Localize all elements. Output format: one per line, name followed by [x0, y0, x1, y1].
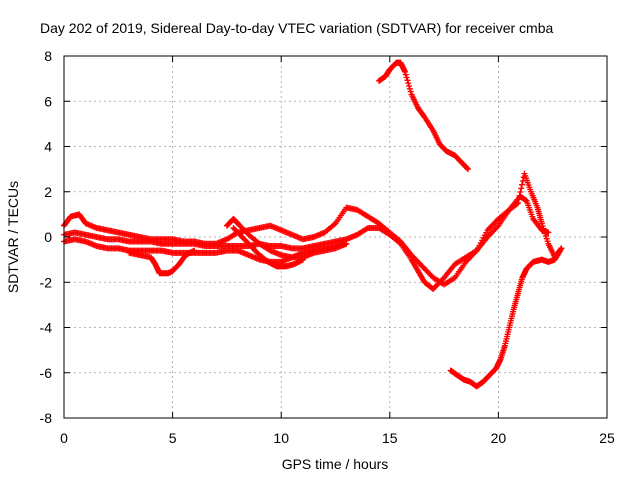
chart-title: Day 202 of 2019, Sidereal Day-to-day VTE…	[40, 20, 553, 36]
data-point	[404, 77, 411, 84]
y-tick-label: -8	[40, 410, 53, 426]
data-point	[191, 247, 198, 254]
data-point	[402, 71, 409, 78]
series-track-e	[126, 247, 198, 277]
axis-ticks: 0 5 10 15 20 25 -8 -6 -4 -2 0 2 4 6 8	[40, 48, 615, 446]
data-point	[519, 181, 526, 188]
x-tick-label: 5	[169, 430, 177, 446]
x-tick-label: 20	[491, 430, 507, 446]
y-tick-label: 8	[44, 48, 52, 64]
series-track-b	[61, 170, 565, 288]
data-point	[545, 229, 552, 236]
x-axis-label: GPS time / hours	[282, 456, 389, 472]
y-axis-label: SDTVAR / TECUs	[5, 181, 21, 293]
x-tick-label: 25	[599, 430, 615, 446]
x-tick-label: 15	[382, 430, 398, 446]
data-point	[402, 68, 409, 75]
series-track-d	[223, 215, 350, 261]
series-track-h	[230, 224, 306, 270]
data-point	[343, 240, 350, 247]
data-point	[514, 200, 521, 207]
y-tick-label: -2	[40, 274, 53, 290]
y-tick-label: 0	[44, 229, 52, 245]
data-point	[513, 200, 520, 207]
y-tick-label: -6	[40, 365, 53, 381]
data-point	[407, 88, 414, 95]
data-point	[464, 165, 471, 172]
data-point	[517, 189, 524, 196]
y-tick-label: 6	[44, 93, 52, 109]
data-point	[558, 245, 565, 252]
series-track-g	[447, 245, 565, 390]
data-point	[515, 196, 522, 203]
data-point	[516, 192, 523, 199]
data-points	[61, 59, 565, 390]
y-tick-label: -4	[40, 320, 53, 336]
data-point	[405, 80, 412, 87]
x-tick-label: 10	[273, 430, 289, 446]
y-tick-label: 2	[44, 184, 52, 200]
data-point	[403, 74, 410, 81]
data-point	[406, 85, 413, 92]
y-tick-label: 4	[44, 139, 52, 155]
data-point	[299, 256, 306, 263]
data-point	[406, 82, 413, 89]
data-point	[464, 166, 471, 173]
x-tick-label: 0	[60, 430, 68, 446]
data-point	[518, 185, 525, 192]
series-track-f	[375, 59, 471, 173]
